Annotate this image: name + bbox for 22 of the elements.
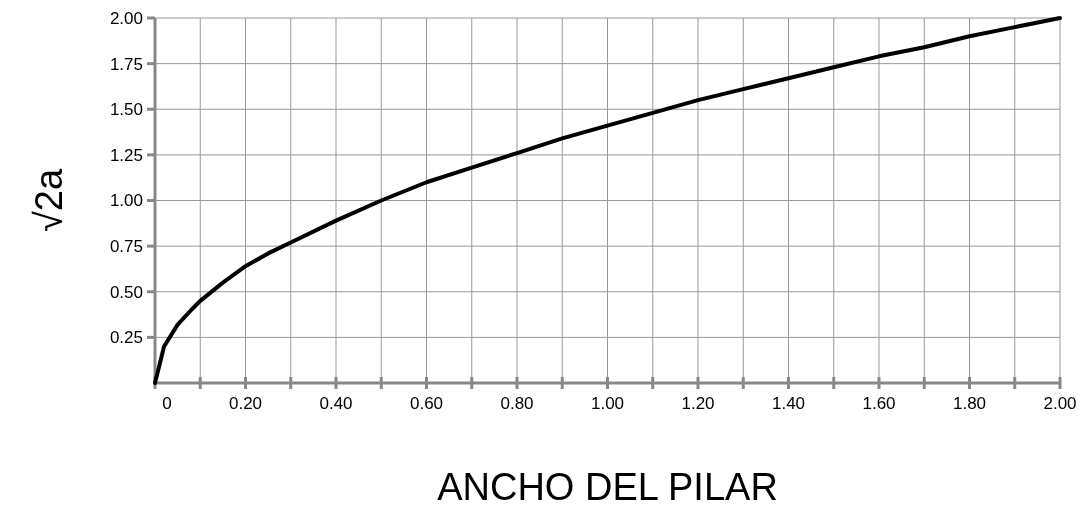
x-tick-label: 0.40 bbox=[319, 394, 353, 413]
x-tick-label: 1.20 bbox=[681, 394, 715, 413]
y-tick-label: 1.00 bbox=[109, 191, 143, 211]
x-tick-label: 0.80 bbox=[500, 394, 534, 413]
y-axis-title: √2a bbox=[28, 168, 70, 233]
x-tick-label: 0 bbox=[162, 394, 172, 413]
y-tick-label: 0.25 bbox=[109, 328, 143, 348]
x-tick-label: 1.40 bbox=[771, 394, 806, 413]
y-tick-label: 1.50 bbox=[109, 100, 143, 120]
x-tick-label: 1.00 bbox=[590, 394, 625, 413]
x-tick-label: 1.80 bbox=[952, 394, 987, 413]
y-tick-label: 2.00 bbox=[109, 8, 143, 28]
y-tick-label: 0.75 bbox=[109, 237, 143, 257]
x-tick-label: 1.60 bbox=[862, 394, 896, 413]
y-tick-label: 1.75 bbox=[109, 54, 143, 74]
y-tick-label: 1.25 bbox=[109, 145, 143, 165]
y-tick-label: 0.50 bbox=[109, 282, 143, 302]
x-axis-title: ANCHO DEL PILAR bbox=[437, 466, 778, 508]
x-tick-label: 0.20 bbox=[228, 394, 263, 413]
line-series bbox=[153, 16, 1062, 385]
x-tick-label: 2.00 bbox=[1043, 394, 1077, 413]
x-tick-label: 0.60 bbox=[409, 394, 444, 413]
